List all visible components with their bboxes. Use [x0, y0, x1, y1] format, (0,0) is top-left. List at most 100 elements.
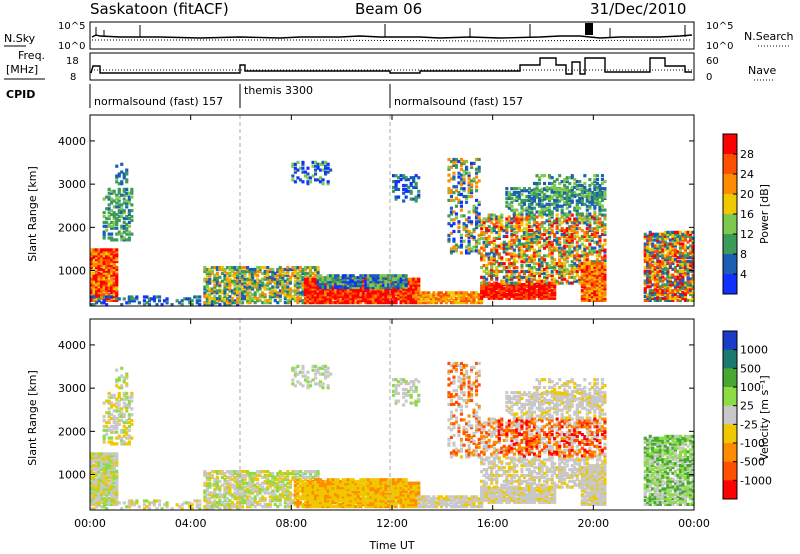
- data-cell: [671, 283, 675, 287]
- data-cell: [505, 229, 509, 233]
- data-cell: [583, 221, 587, 225]
- data-cell: [540, 294, 544, 298]
- data-cell: [530, 210, 534, 214]
- data-cell: [532, 213, 537, 217]
- data-cell: [563, 254, 567, 258]
- data-cell: [127, 299, 131, 303]
- data-cell: [110, 248, 114, 252]
- power-cbar-label: Power [dB]: [758, 184, 771, 244]
- data-cell: [563, 264, 567, 268]
- data-cell: [298, 281, 303, 285]
- data-cell: [218, 285, 222, 289]
- data-cell: [392, 174, 396, 178]
- data-cell: [482, 275, 486, 279]
- data-cell: [646, 261, 650, 266]
- data-cell: [600, 281, 605, 285]
- data-cell: [457, 222, 461, 226]
- data-cell: [459, 301, 464, 305]
- data-cell: [376, 276, 381, 280]
- data-cell: [543, 181, 547, 186]
- data-cell: [590, 279, 594, 283]
- data-cell: [525, 240, 529, 244]
- data-cell: [590, 227, 594, 231]
- data-cell: [522, 290, 527, 294]
- data-cell: [346, 283, 350, 288]
- data-cell: [603, 279, 607, 283]
- data-cell: [409, 191, 413, 195]
- data-cell: [507, 275, 511, 279]
- data-cell: [525, 260, 529, 264]
- data-cell: [563, 262, 567, 266]
- data-cell: [671, 294, 675, 299]
- data-cell: [465, 218, 469, 222]
- data-cell: [525, 290, 529, 294]
- data-cell: [125, 170, 129, 174]
- data-cell: [283, 283, 287, 287]
- data-cell: [668, 232, 672, 236]
- data-cell: [595, 250, 600, 254]
- data-cell: [321, 178, 325, 182]
- data-cell: [311, 297, 315, 301]
- data-cell: [203, 293, 207, 297]
- data-cell: [485, 266, 489, 270]
- data-cell: [283, 297, 287, 301]
- data-cell: [384, 280, 388, 284]
- data-cell: [495, 217, 499, 221]
- data-cell: [286, 266, 290, 270]
- data-cell: [339, 291, 343, 295]
- data-cell: [268, 277, 272, 281]
- data-cell: [291, 295, 295, 299]
- data-cell: [553, 290, 557, 294]
- data-cell: [668, 250, 672, 254]
- data-cell: [550, 210, 554, 214]
- data-cell: [497, 254, 501, 258]
- data-cell: [590, 271, 594, 275]
- data-cell: [578, 275, 582, 279]
- data-cell: [351, 282, 355, 286]
- data-cell: [548, 254, 552, 258]
- data-cell: [550, 185, 554, 189]
- data-cell: [429, 297, 433, 301]
- data-cell: [447, 293, 451, 297]
- data-cell: [563, 244, 567, 248]
- data-cell: [321, 297, 325, 301]
- data-cell: [522, 232, 527, 237]
- data-cell: [598, 217, 602, 221]
- freq-trace: [90, 57, 692, 75]
- data-cell: [278, 269, 282, 274]
- data-cell: [540, 285, 544, 289]
- data-cell: [100, 275, 104, 279]
- data-cell: [475, 185, 479, 189]
- data-cell: [588, 269, 592, 273]
- data-cell: [520, 264, 524, 268]
- data-cell: [389, 295, 393, 299]
- data-cell: [311, 277, 315, 281]
- data-cell: [666, 232, 670, 236]
- data-cell: [668, 294, 672, 299]
- data-cell: [266, 281, 270, 285]
- data-cell: [532, 206, 537, 210]
- data-cell: [532, 288, 537, 293]
- data-cell: [92, 256, 96, 260]
- data-cell: [517, 279, 521, 283]
- data-cell: [230, 266, 235, 270]
- data-cell: [656, 238, 660, 242]
- data-cell: [102, 236, 106, 240]
- data-cell: [583, 194, 587, 199]
- data-cell: [510, 200, 514, 204]
- data-cell: [117, 199, 121, 203]
- data-cell: [371, 289, 376, 293]
- data-cell: [643, 281, 647, 285]
- data-cell: [485, 229, 489, 233]
- data-cell: [495, 281, 499, 285]
- data-cell: [532, 277, 537, 281]
- data-cell: [583, 294, 587, 299]
- data-cell: [527, 202, 532, 206]
- data-cell: [319, 283, 323, 288]
- data-cell: [543, 294, 547, 298]
- data-cell: [105, 263, 109, 267]
- data-cell: [210, 297, 214, 301]
- data-cell: [477, 167, 481, 171]
- data-cell: [553, 266, 557, 270]
- data-cell: [671, 236, 675, 240]
